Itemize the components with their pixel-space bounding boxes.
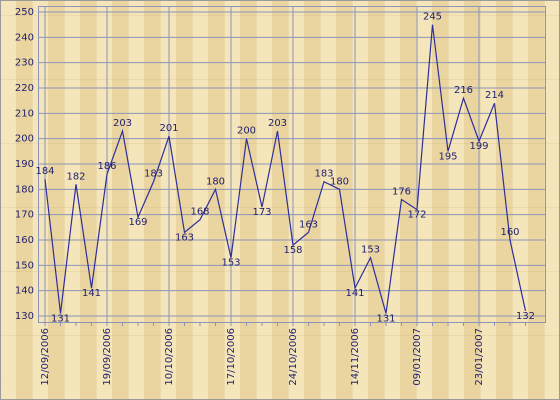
y-tick-label: 230 [15,58,34,69]
x-tick-label: 17/10/2006 [226,328,237,386]
data-line [44,24,527,314]
x-tick-label: 10/10/2006 [164,328,175,386]
y-tick-label: 170 [15,210,34,221]
data-label: 201 [159,123,178,134]
data-label: 200 [237,126,256,137]
data-label: 132 [516,311,535,322]
data-label: 163 [175,232,194,243]
data-label: 158 [283,245,302,256]
y-tick-label: 220 [15,83,34,94]
data-label: 153 [361,245,380,256]
y-tick-label: 130 [15,311,34,322]
y-tick-label: 140 [15,286,34,297]
data-label: 153 [221,258,240,269]
data-label: 160 [500,227,519,238]
data-label: 173 [252,207,271,218]
data-label: 131 [51,313,70,324]
x-tick-label: 19/09/2006 [102,328,113,386]
data-label: 131 [376,313,395,324]
data-label: 141 [82,288,101,299]
y-tick-label: 190 [15,159,34,170]
y-tick-label: 160 [15,235,34,246]
y-tick-label: 180 [15,184,34,195]
x-tick-label: 14/11/2006 [350,328,361,386]
data-label: 203 [113,118,132,129]
data-label: 182 [66,171,85,182]
y-tick-label: 200 [15,134,34,145]
y-tick-label: 150 [15,260,34,271]
data-label: 163 [299,219,318,230]
data-label: 186 [97,161,116,172]
data-label: 199 [469,141,488,152]
data-label: 168 [190,207,209,218]
y-tick-label: 240 [15,32,34,43]
data-label: 216 [454,85,473,96]
x-tick-label: 12/09/2006 [40,328,51,386]
x-tick-label: 09/01/2007 [412,328,423,386]
x-tick-label: 24/10/2006 [288,328,299,386]
data-label: 183 [314,169,333,180]
data-label: 172 [407,210,426,221]
data-label: 203 [268,118,287,129]
data-label: 176 [392,186,411,197]
data-label: 141 [345,288,364,299]
y-tick-label: 210 [15,108,34,119]
data-label: 184 [35,166,54,177]
y-tick-label: 250 [15,7,34,18]
data-label: 245 [423,12,442,23]
data-label: 183 [144,169,163,180]
data-label: 214 [485,90,504,101]
data-label: 195 [438,151,457,162]
data-label: 180 [330,176,349,187]
x-tick-label: 23/01/2007 [474,328,485,386]
data-label: 169 [128,217,147,228]
data-label: 180 [206,176,225,187]
